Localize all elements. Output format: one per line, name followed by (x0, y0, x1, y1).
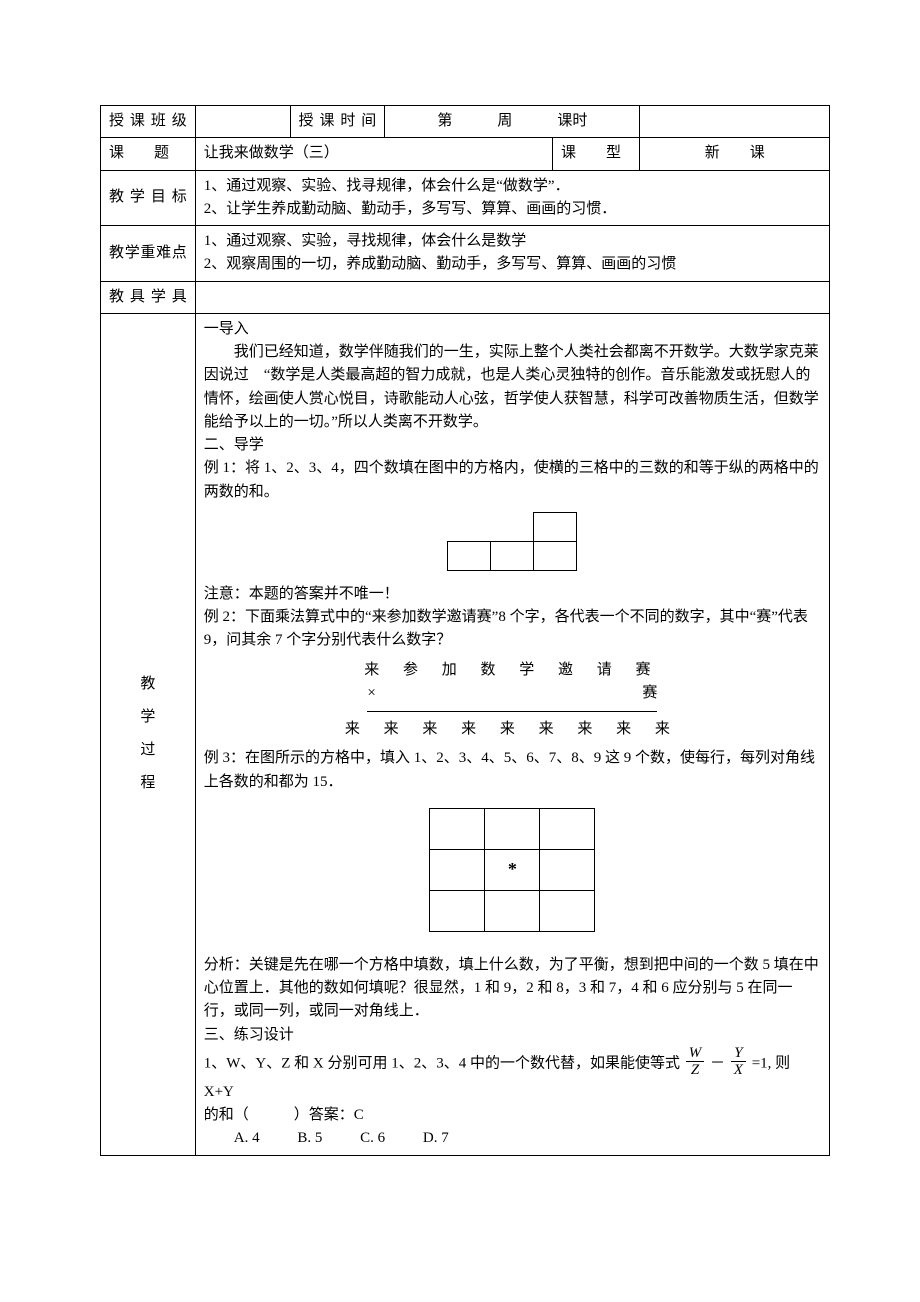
label-goals: 教学目标 (101, 170, 196, 226)
keypoint-2: 2、观察周围的一切，养成勤动脑、勤动手，多写写、算算、画画的习惯 (204, 253, 821, 276)
goal-2: 2、让学生养成勤动脑、勤动手，多写写、算算、画画的习惯． (204, 198, 821, 221)
value-class (195, 106, 290, 138)
magic-center: * (485, 849, 540, 890)
section-3-title: 三、练习设计 (204, 1024, 821, 1047)
frac2-den: X (731, 1061, 746, 1079)
label-topic: 课 题 (101, 138, 196, 170)
choice-a: A. 4 (234, 1127, 260, 1150)
section-1-title: 一导入 (204, 318, 821, 341)
choice-b: B. 5 (297, 1127, 322, 1150)
calc-multiplier: 赛 (642, 682, 657, 705)
four-cell-grid (447, 512, 577, 571)
frac1-den: Z (686, 1061, 705, 1079)
choice-d: D. 7 (423, 1127, 449, 1150)
value-week-period: 第 周 课时 (385, 106, 640, 138)
section-1-body: 我们已经知道，数学伴随我们的一生，实际上整个人类社会都离不开数学。大数学家克莱因… (204, 341, 821, 434)
fraction-yx: Y X (731, 1045, 746, 1079)
proc-ch-1: 教 (109, 668, 187, 701)
note-unique: 注意：本题的答案并不唯一！ (204, 583, 821, 606)
calc-row-3: 来 来 来 来 来 来 来 来 来 (204, 718, 821, 741)
lesson-plan-table: 授课班级 授课时间 第 周 课时 课 题 让我来做数学（三） 课 型 新 课 教… (100, 105, 830, 1156)
value-tools (195, 281, 829, 313)
example-1: 例 1：将 1、2、3、4，四个数填在图中的方格内，使横的三格中的三数的和等于纵… (204, 457, 821, 504)
keypoint-1: 1、通过观察、实验，寻找规律，体会什么是数学 (204, 230, 821, 253)
label-type: 课 型 (552, 138, 639, 170)
value-keypoints: 1、通过观察、实验，寻找规律，体会什么是数学 2、观察周围的一切，养成勤动脑、勤… (195, 226, 829, 282)
proc-ch-2: 学 (109, 701, 187, 734)
label-class: 授课班级 (101, 106, 196, 138)
fraction-wz: W Z (686, 1045, 705, 1079)
value-goals: 1、通过观察、实验、找寻规律，体会什么是“做数学”． 2、让学生养成勤动脑、勤动… (195, 170, 829, 226)
value-type: 新 课 (640, 138, 830, 170)
example-3: 例 3：在图所示的方格中，填入 1、2、3、4、5、6、7、8、9 这 9 个数… (204, 747, 821, 794)
calc-row-1: 来 参 加 数 学 邀 请 赛 (204, 659, 821, 682)
grid-b3 (534, 541, 577, 570)
grid-b2 (491, 541, 534, 570)
frac1-num: W (686, 1045, 705, 1062)
proc-ch-4: 程 (109, 767, 187, 800)
process-content: 一导入 我们已经知道，数学伴随我们的一生，实际上整个人类社会都离不开数学。大数学… (195, 313, 829, 1155)
goal-1: 1、通过观察、实验、找寻规律，体会什么是“做数学”． (204, 175, 821, 198)
grid-b1 (448, 541, 491, 570)
q1-prefix: 1、W、Y、Z 和 X 分别可用 1、2、3、4 中的一个数代替，如果能使等式 (204, 1055, 680, 1071)
analysis-text: 分析：关键是先在哪一个方格中填数，填上什么数，为了平衡，想到把中间的一个数 5 … (204, 954, 821, 1024)
question-1-line2: 的和（ ）答案：C (204, 1104, 821, 1127)
example-2: 例 2：下面乘法算式中的“来参加数学邀请赛”8 个字，各代表一个不同的数字，其中… (204, 606, 821, 653)
grid-top (534, 512, 577, 541)
q1-mid: － (710, 1055, 725, 1071)
section-2-title: 二、导学 (204, 434, 821, 457)
multiplication-layout: 来 参 加 数 学 邀 请 赛 × 赛 来 来 来 来 来 来 来 来 来 (204, 659, 821, 742)
mc-choices: A. 4 B. 5 C. 6 D. 7 (204, 1127, 821, 1150)
label-process: 教 学 过 程 (101, 313, 196, 1155)
calc-multiply-sign: × (367, 682, 375, 705)
label-keypoints: 教学重难点 (101, 226, 196, 282)
label-tools: 教具学具 (101, 281, 196, 313)
proc-ch-3: 过 (109, 734, 187, 767)
frac2-num: Y (731, 1045, 746, 1062)
value-topic: 让我来做数学（三） (195, 138, 552, 170)
choice-c: C. 6 (360, 1127, 385, 1150)
question-1: 1、W、Y、Z 和 X 分别可用 1、2、3、4 中的一个数代替，如果能使等式 … (204, 1047, 821, 1104)
label-time: 授课时间 (290, 106, 385, 138)
magic-square-grid: * (429, 808, 595, 932)
value-week-blank (640, 106, 830, 138)
calc-rule (367, 711, 657, 712)
